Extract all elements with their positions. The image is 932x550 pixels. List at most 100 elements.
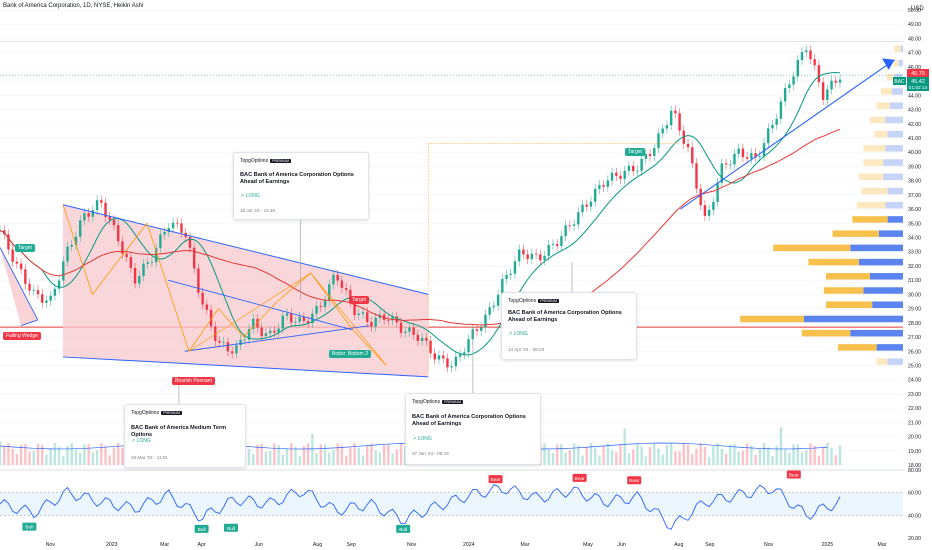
candle [619,175,622,179]
idea-title[interactable]: BAC Bank of America Corporation Options … [508,310,622,323]
candle [699,188,702,206]
candle [247,328,251,340]
candle [19,263,23,270]
candle [555,244,559,246]
price-tick-label: 29.00 [908,307,921,313]
candle [100,200,103,203]
volume-bar [686,444,690,465]
symbol-tag-label: BAC [894,79,905,85]
time-tick-label: Aug [674,542,683,548]
rsi-signal-label: Bull [227,526,235,532]
volume-bar [387,444,390,465]
candle [104,202,107,217]
rsi-signal-badge [572,473,587,482]
candle [615,172,618,176]
volume-bar [653,443,656,465]
price-tick-label: 23.00 [908,392,921,398]
vp-up-bar [826,273,870,280]
volume-bar [294,447,297,465]
volume-bar [826,443,829,465]
candle [484,314,487,328]
volume-bar [821,447,825,465]
candle [83,213,86,221]
volume-bar [707,456,711,465]
price-tick-label: 18.00 [908,463,921,469]
vp-up-bar [740,315,804,323]
volume-bar [585,447,588,465]
vp-down-bar [804,315,903,323]
price-tick-label: 40.00 [908,150,921,156]
vp-down-bar [878,230,903,237]
candle [534,253,538,255]
candle [480,327,483,331]
idea-card-1[interactable]: TopgOptions PREMIUM BAC Bank of America C… [233,152,369,220]
premium-badge: PREMIUM [442,399,464,404]
candle [703,205,707,216]
time-tick-label: Jun [255,542,263,548]
bar-countdown: 01:02:14 [909,85,928,91]
time-tick-label: 2025 [822,542,834,548]
wedge-fill [63,204,429,377]
idea-title[interactable]: BAC Bank of America Corporation Options … [412,414,526,427]
idea-card-2[interactable]: TopgOptions PREMIUM BAC Bank of America C… [501,292,637,360]
candle [306,320,310,323]
idea-title[interactable]: BAC Bank of America Corporation Options … [240,172,354,185]
volume-bar [361,455,365,465]
candle [188,237,192,248]
grid-lines [0,9,932,471]
candle [243,339,247,341]
volume-bar [767,447,770,465]
volume-bar [336,443,339,465]
rsi-signal-label: Bull [399,527,407,533]
candle [623,170,626,179]
idea-card-4[interactable]: TopgOptions PREMIUM BAC Bank of America C… [405,393,541,465]
candle [475,329,479,331]
volume-bar [636,443,639,465]
price-tick-label: 20.00 [908,435,921,441]
price-axis[interactable]: 50.0049.0048.0047.0046.0045.0044.0043.00… [905,0,932,550]
candle [11,249,14,262]
candle [273,330,276,333]
candle [357,313,360,316]
candle [260,327,263,336]
volume-bar [699,443,702,465]
candle [349,289,352,303]
candle [686,143,690,148]
candle [281,315,285,329]
vp-up-bar [874,130,888,138]
idea-side: ↗ LONG [131,438,151,444]
candle [437,355,441,360]
volume-bar [834,455,837,465]
vp-down-bar [887,130,903,138]
volume-bar [79,453,82,465]
time-axis[interactable]: Nov 2023 Mar Apr Jun Aug Sep Nov 2024 Mar May Jun Au… [46,542,887,548]
candle [830,80,833,90]
price-tick-label: 26.00 [908,349,921,355]
price-tick-label: 42.00 [908,122,921,128]
candle [433,353,436,360]
volume-bar [260,443,263,465]
volume-bar [370,443,373,465]
candle [429,340,432,354]
price-tick-label: 36.00 [908,207,921,213]
volume-bar [758,448,761,465]
idea-card-3[interactable]: TopgOptions PREMIUM BAC Bank of America M… [124,404,246,468]
volume-bar [268,450,272,465]
price-tick-label: 19.00 [908,449,921,455]
candle [458,354,462,357]
time-tick-label: Mar [160,542,169,548]
candle [669,110,673,126]
candle [298,316,301,322]
volume-bar [53,443,57,465]
idea-title[interactable]: BAC Bank of America Medium Term Options [131,425,227,438]
time-tick-label: Nov [407,542,417,548]
candle [404,331,407,333]
candle [62,261,65,281]
volume-bar [395,449,398,465]
candle [425,337,428,341]
volume-bar [273,443,276,465]
candle [32,290,35,291]
candle [353,302,356,316]
idea-date: 13 Apr '24 - 08:03 [508,347,545,352]
